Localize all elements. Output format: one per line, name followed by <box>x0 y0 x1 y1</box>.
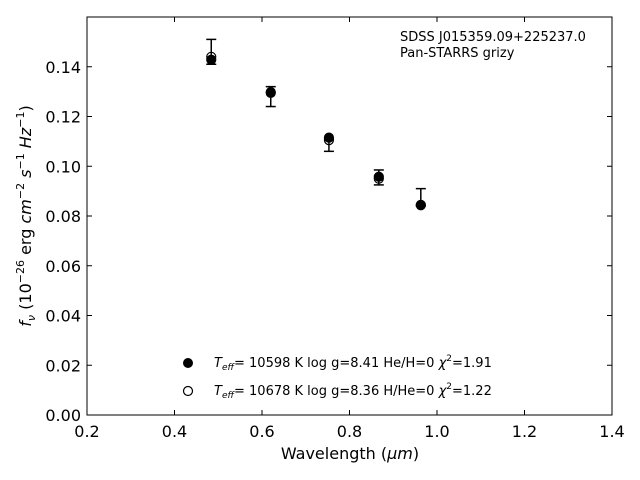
legend-marker-filled <box>183 358 193 368</box>
y-tick-label: 0.08 <box>45 207 81 226</box>
x-tick-label: 0.4 <box>162 422 187 441</box>
point-open <box>323 135 335 146</box>
x-tick-label: 1.4 <box>599 422 624 441</box>
y-tick-label: 0.00 <box>45 406 81 425</box>
legend-entry-2: Teff= 10678 K log g=8.36 H/He=0 χ2=1.22 <box>214 382 492 401</box>
x-tick-label: 1.2 <box>512 422 537 441</box>
point-filled <box>323 132 335 143</box>
data-points <box>206 51 426 211</box>
y-tick-label: 0.04 <box>45 307 81 326</box>
point-open <box>373 173 384 184</box>
point-open <box>415 200 426 211</box>
point-filled <box>373 171 384 182</box>
annotation-survey: Pan-STARRS grizy <box>400 46 515 61</box>
x-tick-label: 0.8 <box>337 422 362 441</box>
x-tick-label: 1.0 <box>424 422 449 441</box>
annotation-object-name: SDSS J015359.09+225237.0 <box>400 30 586 45</box>
point-open <box>265 87 276 98</box>
axis-tick-labels: 0.2 0.4 0.6 0.8 1.0 1.2 1.4 0.00 0.02 0.04 0.06 0.0… <box>45 58 624 441</box>
legend: Teff= 10598 K log g=8.41 He/H=0 χ2=1.91 … <box>182 354 492 401</box>
x-axis-label: Wavelength (μm) <box>281 444 419 463</box>
y-tick-label: 0.12 <box>45 108 81 127</box>
plot-frame <box>86 16 613 416</box>
y-tick-label: 0.10 <box>45 157 81 176</box>
y-axis-label: fν (10−26 erg cm−2 s−1 Hz−1) <box>14 105 38 326</box>
point-open <box>206 51 217 62</box>
y-tick-label: 0.14 <box>45 58 81 77</box>
legend-entry-1: Teff= 10598 K log g=8.41 He/H=0 χ2=1.91 <box>214 354 492 373</box>
legend-marker-open <box>182 385 194 397</box>
x-tick-label: 0.6 <box>249 422 274 441</box>
y-tick-label: 0.06 <box>45 257 81 276</box>
x-tick-label: 0.2 <box>74 422 99 441</box>
point-filled <box>206 54 217 65</box>
y-tick-label: 0.02 <box>45 356 81 375</box>
error-bars <box>206 38 426 207</box>
